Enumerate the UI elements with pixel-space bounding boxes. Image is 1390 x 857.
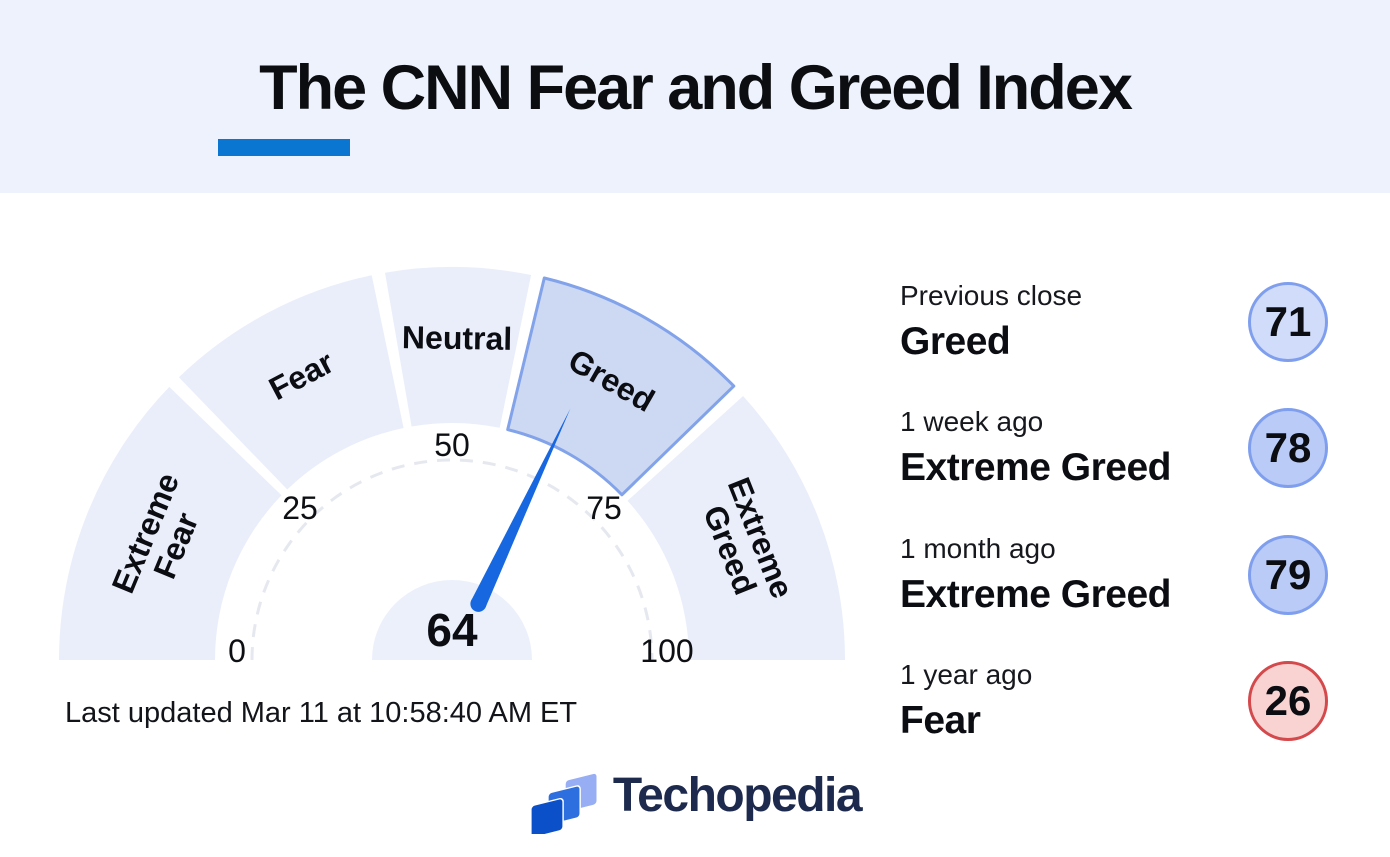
fear-greed-gauge: 0255075100ExtremeFearFearNeutralGreedExt… (58, 266, 845, 669)
history-value-badge: 26 (1248, 661, 1328, 741)
gauge-segment-neutral (385, 266, 532, 428)
gauge-tick-label: 25 (282, 490, 318, 526)
last-updated-text: Last updated Mar 11 at 10:58:40 AM ET (65, 697, 578, 729)
history-category-label: Extreme Greed (900, 446, 1171, 489)
gauge-segment-extreme-greed (627, 396, 845, 660)
history-row: Previous close Greed 71 (900, 266, 1328, 378)
history-row: 1 week ago Extreme Greed 78 (900, 392, 1328, 504)
history-row-text: 1 month ago Extreme Greed (900, 533, 1171, 617)
gauge-segment-fear (178, 275, 404, 490)
techopedia-wordmark: Techopedia (612, 768, 863, 822)
gauge-segment-extreme-fear (58, 386, 282, 660)
page-title: The CNN Fear and Greed Index (259, 53, 1133, 123)
gauge-needle-base (470, 595, 487, 612)
gauge-segment-greed (506, 276, 736, 497)
history-value-badge: 79 (1248, 535, 1328, 615)
history-row: 1 year ago Fear 26 (900, 645, 1328, 757)
history-row-text: Previous close Greed (900, 280, 1082, 364)
history-row-text: 1 week ago Extreme Greed (900, 406, 1171, 490)
gauge-tick-label: 100 (640, 633, 693, 669)
gauge-segment-label-group: Neutral (402, 319, 513, 357)
history-row: 1 month ago Extreme Greed 79 (900, 519, 1328, 631)
history-value: 79 (1264, 551, 1312, 598)
gauge-tick-label: 0 (228, 633, 246, 669)
gauge-segment-label: Neutral (402, 319, 513, 357)
history-value: 78 (1264, 424, 1312, 471)
techopedia-logo: Techopedia (0, 756, 1390, 834)
history-value-badge: 78 (1248, 408, 1328, 488)
gauge-hub (372, 580, 532, 660)
title-underline (218, 139, 350, 156)
gauge-tick-label: 75 (586, 490, 622, 526)
history-row-text: 1 year ago Fear (900, 659, 1032, 743)
gauge-dashed-arc (250, 458, 654, 661)
techopedia-icon (530, 772, 598, 834)
gauge-value: 64 (426, 604, 478, 656)
history-period-label: 1 week ago (900, 406, 1044, 437)
history-period-label: 1 year ago (900, 659, 1033, 690)
gauge-needle (471, 408, 571, 608)
history-period-label: Previous close (900, 280, 1083, 311)
history-value-badge: 71 (1248, 282, 1328, 362)
gauge-tick-label: 50 (434, 427, 470, 463)
history-category-label: Greed (900, 320, 1011, 363)
history-category-label: Extreme Greed (900, 573, 1171, 616)
history-value: 71 (1264, 298, 1312, 345)
header-band: The CNN Fear and Greed Index (0, 0, 1390, 193)
history-period-label: 1 month ago (900, 533, 1056, 564)
history-category-label: Fear (900, 699, 981, 742)
history-value: 26 (1264, 677, 1312, 724)
